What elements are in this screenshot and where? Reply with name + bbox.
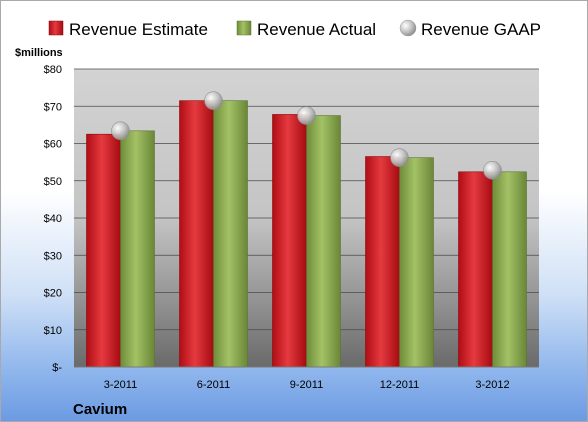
legend: Revenue Estimate Revenue Actual Revenue … [48,19,541,39]
bar-revenue-estimate [179,100,214,368]
x-tick-label: 3-2012 [475,379,509,391]
x-axis-labels: 3-2011 6-2011 9-2011 12-2011 3-2012 [104,379,510,391]
x-tick-label: 12-2011 [380,379,420,391]
bar-revenue-actual [120,130,155,368]
marker-revenue-gaap [111,121,130,141]
bar-revenue-actual [213,100,248,368]
company-label: Cavium [73,401,127,418]
y-tick-label: $80 [44,64,62,76]
legend-item-gaap: Revenue GAAP [399,19,541,39]
legend-item-actual: Revenue Actual [236,20,376,39]
bar-revenue-estimate [86,133,121,368]
bar-revenue-estimate [458,171,493,368]
bar-revenue-actual [306,115,341,368]
x-tick-label: 3-2011 [104,379,137,391]
bars [86,100,527,368]
y-tick-label: $70 [44,101,62,113]
legend-swatch-estimate [48,20,64,36]
legend-label-gaap: Revenue GAAP [421,20,541,39]
bar-revenue-estimate [272,114,307,368]
legend-swatch-gaap [399,19,417,37]
y-tick-label: $20 [44,288,62,300]
y-axis-ticks: $- $10 $20 $30 $40 $50 $60 $70 $80 [44,64,63,374]
legend-swatch-actual [236,20,252,36]
legend-item-estimate: Revenue Estimate [48,20,208,39]
y-tick-label: $60 [44,139,62,151]
y-tick-label: $30 [44,250,62,262]
y-tick-label: $10 [44,325,62,337]
y-tick-label: $- [52,362,62,374]
y-tick-label: $40 [44,213,62,225]
legend-label-actual: Revenue Actual [257,20,376,39]
x-tick-label: 9-2011 [290,379,323,391]
y-tick-label: $50 [44,176,62,188]
marker-revenue-gaap [297,106,316,125]
marker-revenue-gaap [204,91,223,110]
y-unit-label: $millions [15,47,63,59]
marker-revenue-gaap [483,161,502,180]
gaap-markers [111,91,502,180]
marker-revenue-gaap [390,148,409,167]
x-tick-label: 6-2011 [197,379,230,391]
bar-revenue-estimate [365,156,400,368]
legend-label-estimate: Revenue Estimate [69,20,208,39]
bar-revenue-actual [492,171,527,368]
bar-revenue-actual [399,157,434,368]
